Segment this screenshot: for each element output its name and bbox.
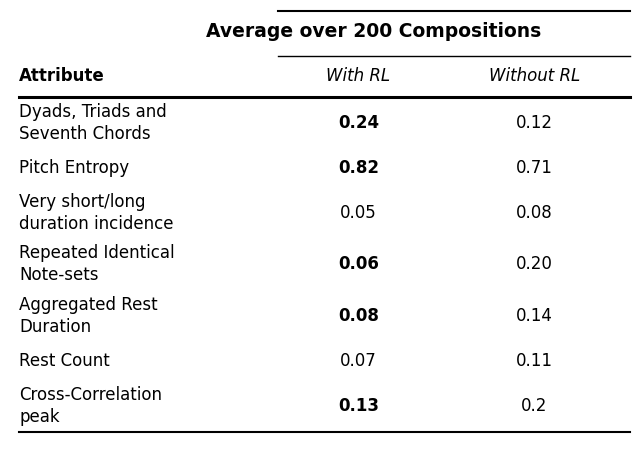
Text: 0.06: 0.06 <box>338 255 379 273</box>
Text: 0.08: 0.08 <box>516 203 553 221</box>
Text: 0.08: 0.08 <box>338 307 379 325</box>
Text: Cross-Correlation
peak: Cross-Correlation peak <box>19 386 162 426</box>
Text: Pitch Entropy: Pitch Entropy <box>19 159 129 176</box>
Text: 0.12: 0.12 <box>516 113 553 131</box>
Text: Repeated Identical
Note-sets: Repeated Identical Note-sets <box>19 244 175 284</box>
Text: Without RL: Without RL <box>489 68 580 86</box>
Text: 0.71: 0.71 <box>516 159 553 176</box>
Text: With RL: With RL <box>326 68 390 86</box>
Text: 0.2: 0.2 <box>521 397 548 415</box>
Text: 0.24: 0.24 <box>338 113 379 131</box>
Text: 0.13: 0.13 <box>338 397 379 415</box>
Text: Average over 200 Compositions: Average over 200 Compositions <box>205 22 541 41</box>
Text: 0.14: 0.14 <box>516 307 553 325</box>
Text: Very short/long
duration incidence: Very short/long duration incidence <box>19 193 173 233</box>
Text: Rest Count: Rest Count <box>19 352 110 370</box>
Text: Dyads, Triads and
Seventh Chords: Dyads, Triads and Seventh Chords <box>19 103 167 143</box>
Text: 0.82: 0.82 <box>338 159 379 176</box>
Text: Attribute: Attribute <box>19 68 105 86</box>
Text: 0.20: 0.20 <box>516 255 553 273</box>
Text: 0.05: 0.05 <box>340 203 377 221</box>
Text: 0.07: 0.07 <box>340 352 377 370</box>
Text: 0.11: 0.11 <box>516 352 553 370</box>
Text: Aggregated Rest
Duration: Aggregated Rest Duration <box>19 296 158 336</box>
